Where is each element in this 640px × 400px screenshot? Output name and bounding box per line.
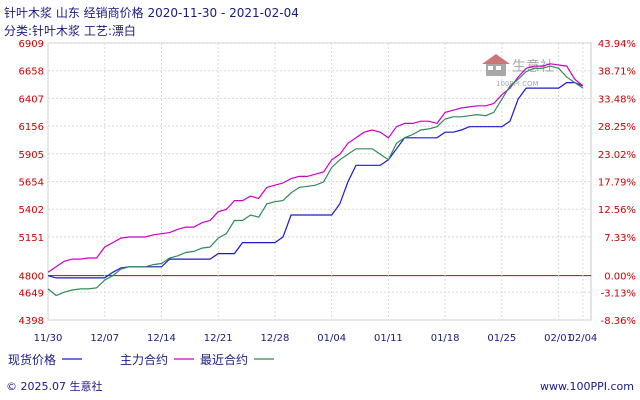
series-line-2 xyxy=(47,65,584,297)
x-tick-label: 12/28 xyxy=(261,333,290,344)
x-tick-label: 01/11 xyxy=(374,333,403,344)
y-left-tick-label: 4800 xyxy=(19,272,44,283)
y-right-tick-label: 28.25% xyxy=(598,122,636,133)
x-tick-label: 02/04 xyxy=(568,333,597,344)
y-right-tick-label: -8.36% xyxy=(601,316,636,327)
y-left-ticks: 6909 6658 6407 6156 5905 5654 5402 5151 4800 4649… xyxy=(19,39,44,327)
x-tick-label: 02/01 xyxy=(544,333,573,344)
y-right-tick-label: 23.02% xyxy=(598,150,636,161)
series-line-0 xyxy=(47,82,584,279)
y-right-tick-label: 0.00% xyxy=(604,272,636,283)
x-tick-label: 12/07 xyxy=(90,333,119,344)
y-left-tick-label: 6658 xyxy=(19,67,44,78)
y-right-tick-label: 33.48% xyxy=(598,94,636,105)
watermark-logo-icon xyxy=(482,54,510,76)
x-tick-label: 12/21 xyxy=(204,333,233,344)
x-ticks: 11/30 12/07 12/14 12/21 12/28 01/04 01/11 01/18… xyxy=(34,333,598,344)
legend-label-2: 最近合约 xyxy=(200,352,248,367)
x-tick-label: 12/14 xyxy=(147,333,176,344)
footer-copyright: © 2025.07 生意社 xyxy=(6,379,102,393)
y-left-tick-label: 6156 xyxy=(19,122,44,133)
watermark-url: 100PPI.COM xyxy=(496,80,539,88)
watermark: 生意社 100PPI.COM xyxy=(482,54,554,88)
x-tick-label: 01/18 xyxy=(431,333,460,344)
x-tick-label: 11/30 xyxy=(34,333,63,344)
chart-title: 针叶木浆 山东 经销商价格 2020-11-30 - 2021-02-04 xyxy=(4,5,299,20)
x-tick-label: 01/04 xyxy=(317,333,346,344)
legend: 现货价格 主力合约 最近合约 xyxy=(8,352,274,367)
y-left-tick-label: 6909 xyxy=(19,39,44,50)
y-left-tick-label: 4398 xyxy=(19,316,44,327)
series-lines xyxy=(47,63,584,297)
y-left-tick-label: 5905 xyxy=(19,150,44,161)
chart-subtitle: 分类:针叶木浆 工艺:漂白 xyxy=(4,23,136,38)
legend-label-0: 现货价格 xyxy=(8,352,56,367)
y-right-ticks: 43.94% 38.71% 33.48% 28.25% 23.02% 17.79% 12.5… xyxy=(598,39,636,327)
y-left-tick-label: 5402 xyxy=(19,205,44,216)
y-right-tick-label: 38.71% xyxy=(598,67,636,78)
y-left-tick-label: 6407 xyxy=(19,94,44,105)
series-line-1 xyxy=(47,63,584,273)
y-right-tick-label: 7.33% xyxy=(604,233,636,244)
x-tick-label: 01/25 xyxy=(487,333,516,344)
y-left-tick-label: 5654 xyxy=(19,177,44,188)
y-right-tick-label: 43.94% xyxy=(598,39,636,50)
footer-site: www.100PPI.com xyxy=(540,380,634,393)
y-left-tick-label: 5151 xyxy=(19,233,44,244)
legend-label-1: 主力合约 xyxy=(120,352,168,367)
y-right-tick-label: 17.79% xyxy=(598,177,636,188)
y-right-tick-label: 12.56% xyxy=(598,205,636,216)
y-left-tick-label: 4649 xyxy=(19,288,44,299)
y-right-tick-label: -3.13% xyxy=(601,288,636,299)
